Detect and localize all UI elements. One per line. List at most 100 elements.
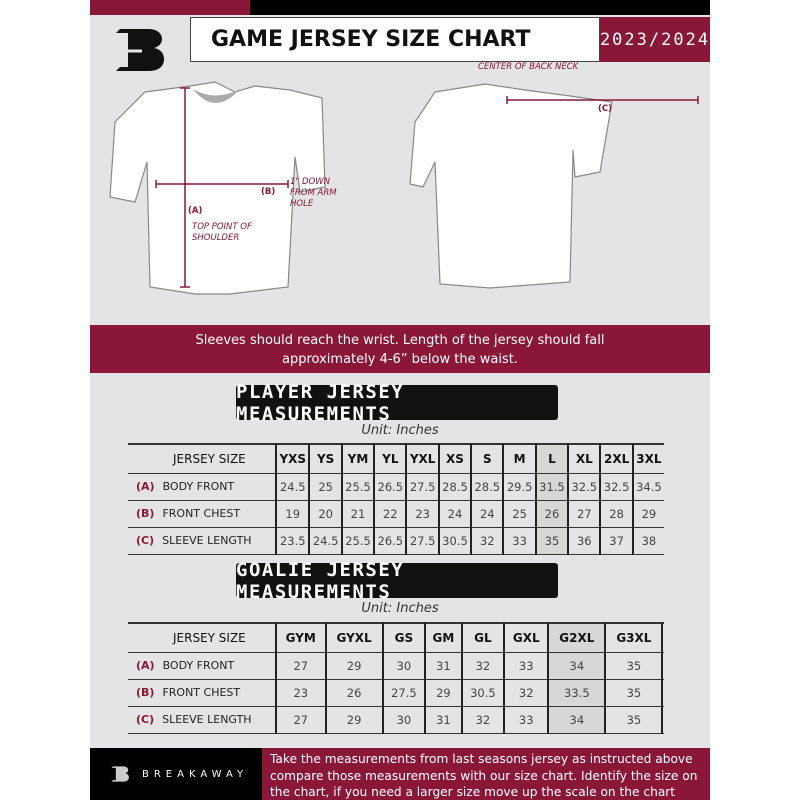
top-point-label: TOP POINT OF SHOULDER	[192, 222, 252, 243]
table-cell: 20	[308, 500, 342, 527]
table-row: (B) FRONT CHEST 23 26 27.5 29 30.5 32 33.5 35	[128, 679, 664, 706]
measurement-key: (B)	[136, 507, 155, 520]
table-cell: 31.5	[534, 473, 569, 500]
measurement-label: (B) FRONT CHEST	[128, 500, 276, 527]
top-bar	[250, 0, 710, 15]
table-cell: 32.5	[599, 473, 633, 500]
table-cell: 23.5	[274, 527, 310, 554]
table-cell: 30.5	[460, 679, 505, 706]
measurement-key: (B)	[136, 686, 155, 699]
footer-instructions: Take the measurements from last seasons …	[262, 748, 710, 800]
size-col-header: YL	[373, 444, 407, 473]
size-col-header: YXL	[405, 444, 439, 473]
table-cell: 27.5	[405, 527, 439, 554]
jersey-size-header: JERSEY SIZE	[173, 451, 246, 466]
table-cell: 24	[470, 500, 504, 527]
table-cell: 25	[308, 473, 342, 500]
player-unit: Unit: Inches	[361, 423, 439, 438]
measurement-name: FRONT CHEST	[162, 686, 241, 699]
size-col-header: GYXL	[324, 623, 383, 652]
table-cell: 28.5	[470, 473, 504, 500]
measurement-key: (C)	[136, 713, 155, 726]
size-col-header	[661, 623, 664, 652]
table-cell: 38	[631, 527, 664, 554]
table-cell: 36	[567, 527, 601, 554]
table-cell: 35	[604, 679, 663, 706]
page-title: GAME JERSEY SIZE CHART	[190, 17, 600, 62]
table-cell: 26.5	[373, 473, 407, 500]
table-cell: 23	[405, 500, 439, 527]
size-col-header: GM	[424, 623, 462, 652]
table-cell: 24	[437, 500, 472, 527]
size-col-header: G2XL	[547, 623, 606, 652]
player-section-title: PLAYER JERSEY MEASUREMENTS	[236, 381, 558, 425]
breakaway-logo-icon	[116, 29, 164, 71]
table-cell: 21	[340, 500, 375, 527]
size-header-row: JERSEY SIZE YXS YS YM YL YXL XS S M L XL 2XL 3XL	[128, 444, 664, 473]
table-cell: 28	[599, 500, 633, 527]
measurement-name: SLEEVE LENGTH	[162, 713, 252, 726]
table-cell: 27	[275, 706, 326, 733]
table-row: (B) FRONT CHEST 19 20 21 22 23 24 24 25 26 27 28 29	[128, 500, 664, 527]
measurement-key: (A)	[136, 480, 155, 493]
size-col-header: 3XL	[631, 444, 664, 473]
goalie-size-table: JERSEY SIZE GYM GYXL GS GM GL GXL G2XL G3XL (A) BO…	[128, 622, 664, 734]
table-cell: 35	[534, 527, 569, 554]
player-size-table: JERSEY SIZE YXS YS YM YL YXL XS S M L XL 2XL 3XL (A) B…	[128, 443, 664, 555]
table-cell: 34	[547, 706, 606, 733]
season-badge: 2023/2024	[600, 17, 710, 62]
table-cell: 37	[599, 527, 633, 554]
table-cell: 33	[503, 706, 549, 733]
table-row: (A) BODY FRONT 24.5 25 25.5 26.5 27.5 28.5 28.5 2…	[128, 473, 664, 500]
label-a: (A)	[188, 206, 203, 216]
size-header-row: JERSEY SIZE GYM GYXL GS GM GL GXL G2XL G3XL	[128, 623, 664, 652]
size-col-header: G3XL	[604, 623, 663, 652]
measurement-key: (C)	[136, 534, 155, 547]
top-bar-accent	[90, 0, 250, 15]
table-cell: 27	[567, 500, 601, 527]
size-col-header: L	[534, 444, 569, 473]
table-cell: 29	[424, 679, 462, 706]
goalie-unit: Unit: Inches	[361, 601, 439, 616]
table-cell: 26	[324, 679, 383, 706]
table-cell: 26	[534, 500, 569, 527]
table-cell: 31	[424, 652, 462, 679]
table-cell: 22	[373, 500, 407, 527]
table-cell: 33	[503, 652, 549, 679]
table-cell: 30	[381, 706, 426, 733]
table-cell: 27.5	[381, 679, 426, 706]
size-col-header: XS	[437, 444, 472, 473]
table-cell: 28.5	[437, 473, 472, 500]
table-cell: 26.5	[373, 527, 407, 554]
table-cell: 29	[631, 500, 664, 527]
table-cell: 24.5	[274, 473, 310, 500]
jersey-diagram: CENTER OF BACK NECK (C) (B) 1" DOWN FROM…	[90, 62, 710, 324]
size-col-header: M	[502, 444, 536, 473]
table-cell: 33	[502, 527, 536, 554]
table-cell: 31	[424, 706, 462, 733]
fit-note: Sleeves should reach the wrist. Length o…	[90, 325, 710, 373]
fit-note-text: Sleeves should reach the wrist. Length o…	[195, 333, 605, 367]
size-col-header: GL	[460, 623, 505, 652]
measurement-label: (B) FRONT CHEST	[128, 679, 276, 706]
size-col-header: YM	[340, 444, 375, 473]
measurement-name: SLEEVE LENGTH	[162, 534, 252, 547]
table-row: (A) BODY FRONT 27 29 30 31 32 33 34 35	[128, 652, 664, 679]
table-cell: 29	[324, 706, 383, 733]
table-cell: 27	[275, 652, 326, 679]
table-cell: 32	[470, 527, 504, 554]
table-cell: 35	[604, 706, 663, 733]
table-cell: 29.5	[502, 473, 536, 500]
measurement-name: BODY FRONT	[162, 659, 235, 672]
table-cell: 32	[460, 652, 505, 679]
jersey-illustrations	[109, 81, 699, 295]
table-cell: 34.5	[631, 473, 664, 500]
size-col-header: YS	[308, 444, 342, 473]
table-cell: 19	[274, 500, 310, 527]
table-cell: 30	[381, 652, 426, 679]
size-chart-page: GAME JERSEY SIZE CHART 2023/2024 CENTER …	[90, 0, 710, 800]
measurement-name: BODY FRONT	[162, 480, 235, 493]
size-col-header: GXL	[503, 623, 549, 652]
table-cell: 30.5	[437, 527, 472, 554]
size-col-header: GS	[381, 623, 426, 652]
